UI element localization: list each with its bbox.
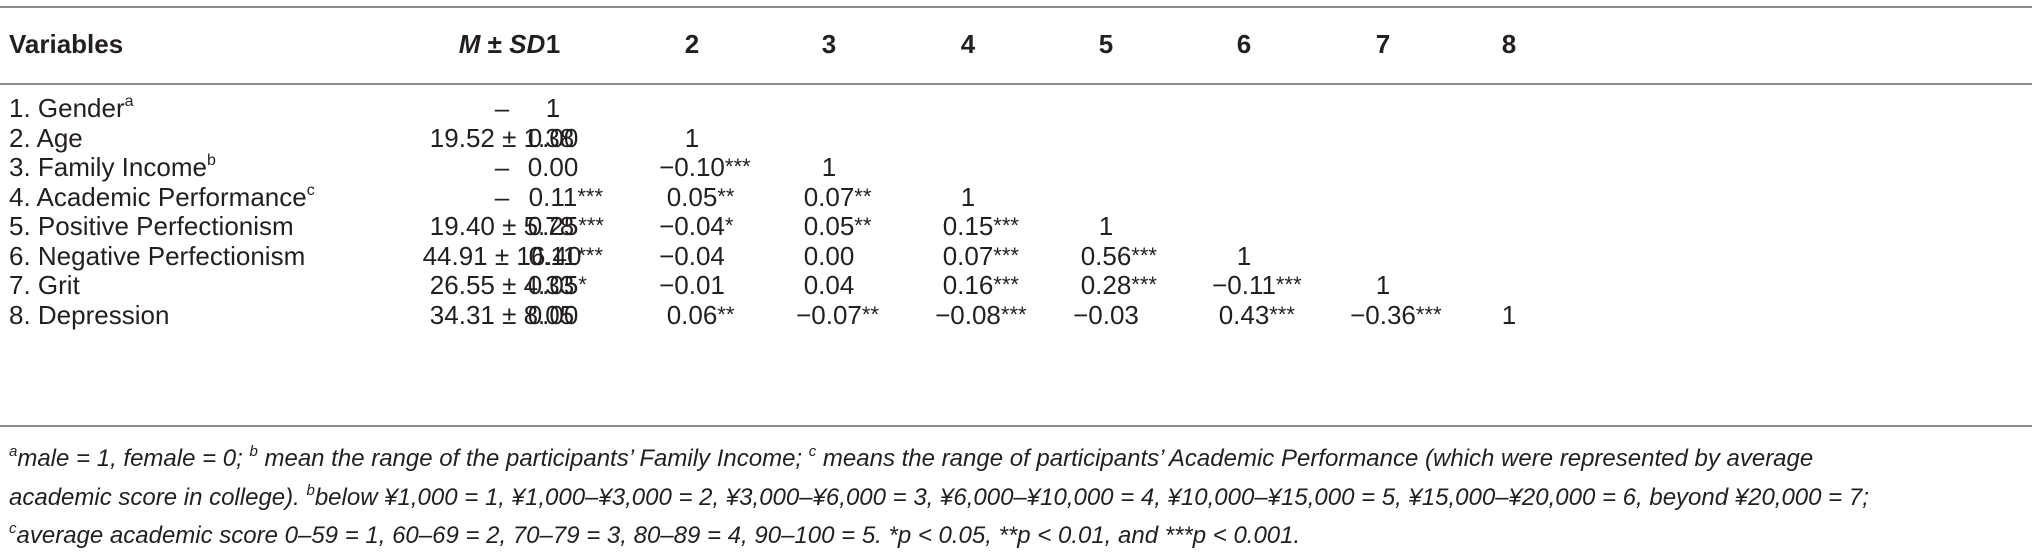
correlation-cell: 0.00 bbox=[527, 152, 579, 182]
table-bottom-rule bbox=[0, 425, 2032, 427]
correlation-cell: 0.43 *** bbox=[1218, 299, 1295, 330]
correlation-cell: 0.16 *** bbox=[942, 270, 1019, 300]
row-label: 5. Positive Perfectionism bbox=[9, 211, 294, 241]
correlation-cell: 0.04 bbox=[803, 270, 855, 300]
row-label: 7. Grit bbox=[9, 270, 80, 300]
correlation-cell: 1 bbox=[1501, 299, 1517, 330]
footnote-line: amale = 1, female = 0; b mean the range … bbox=[9, 443, 1814, 472]
row-label: 2. Age bbox=[9, 122, 83, 153]
correlation-cell: −0.10 *** bbox=[659, 152, 751, 182]
header-col-4: 4 bbox=[960, 29, 976, 59]
correlation-cell: 0.00 bbox=[527, 299, 579, 330]
header-col-6: 6 bbox=[1236, 29, 1252, 59]
row-mean-sd: 19.52 ± 1.38 bbox=[429, 122, 575, 153]
correlation-cell: 0.15 *** bbox=[942, 211, 1019, 241]
table-footnotes: amale = 1, female = 0; b mean the range … bbox=[9, 440, 2019, 556]
header-col-8: 8 bbox=[1501, 29, 1517, 59]
row-mean-sd: – bbox=[494, 152, 510, 182]
footnote-line: academic score in college). bbelow ¥1,00… bbox=[9, 481, 1869, 511]
correlation-cell: 0.25 *** bbox=[527, 211, 604, 241]
row-label: 6. Negative Perfectionism bbox=[9, 240, 306, 271]
footnote-line: caverage academic score 0–59 = 1, 60–69 … bbox=[9, 520, 1301, 549]
header-col-1: 1 bbox=[545, 29, 561, 59]
header-variables: Variables bbox=[9, 29, 124, 59]
header-col-2: 2 bbox=[684, 29, 700, 59]
row-label: 3. Family Incomeb bbox=[9, 152, 216, 182]
correlation-cell: −0.01 bbox=[659, 270, 725, 300]
correlation-cell: −0.04 * bbox=[659, 211, 734, 241]
correlation-cell: 1 bbox=[684, 122, 700, 153]
row-mean-sd: 26.55 ± 4.33 bbox=[429, 270, 575, 300]
row-mean-sd: – bbox=[494, 93, 510, 123]
correlation-cell: −0.03 bbox=[1073, 299, 1139, 330]
correlation-cell: 0.05 ** bbox=[803, 211, 872, 241]
row-label: 8. Depression bbox=[9, 299, 170, 330]
table-header-rule bbox=[0, 83, 2032, 85]
correlation-cell: 0.00 bbox=[527, 122, 579, 153]
correlation-cell: 1 bbox=[1375, 270, 1391, 300]
correlation-cell: −0.08 *** bbox=[935, 299, 1027, 330]
correlation-cell: 0.05 * bbox=[527, 270, 587, 300]
correlation-cell: 1 bbox=[1236, 240, 1252, 271]
header-col-5: 5 bbox=[1098, 29, 1114, 59]
row-label: 4. Academic Performancec bbox=[9, 181, 315, 212]
correlation-cell: 0.00 bbox=[803, 240, 855, 271]
correlation-cell: 1 bbox=[1098, 211, 1114, 241]
header-col-3: 3 bbox=[821, 29, 837, 59]
correlation-cell: −0.04 bbox=[659, 240, 725, 271]
row-mean-sd: – bbox=[494, 181, 510, 212]
table-top-rule bbox=[0, 6, 2032, 8]
correlation-cell: 1 bbox=[545, 93, 561, 123]
correlation-cell: 1 bbox=[821, 152, 837, 182]
correlation-cell: −0.36 *** bbox=[1350, 299, 1442, 330]
header-mean-sd: M ± SD bbox=[458, 29, 546, 59]
correlation-cell: 0.07 ** bbox=[803, 181, 872, 212]
correlation-cell: 1 bbox=[960, 181, 976, 212]
correlation-cell: 0.11 *** bbox=[528, 181, 604, 212]
correlation-cell: 0.56 *** bbox=[1080, 240, 1157, 271]
correlation-cell: −0.11 *** bbox=[1212, 270, 1302, 300]
correlation-cell: 0.07 *** bbox=[942, 240, 1019, 271]
correlation-cell: 0.06 ** bbox=[666, 299, 735, 330]
correlation-cell: −0.07 ** bbox=[796, 299, 880, 330]
row-label: 1. Gendera bbox=[9, 93, 134, 123]
correlation-cell: 0.11 *** bbox=[528, 240, 604, 271]
correlation-cell: 0.28 *** bbox=[1080, 270, 1157, 300]
row-mean-sd: 44.91 ± 16.40 bbox=[422, 240, 582, 271]
header-col-7: 7 bbox=[1375, 29, 1391, 59]
row-mean-sd: 34.31 ± 8.05 bbox=[429, 299, 575, 330]
row-mean-sd: 19.40 ± 5.78 bbox=[429, 211, 575, 241]
correlation-cell: 0.05 ** bbox=[666, 181, 735, 212]
